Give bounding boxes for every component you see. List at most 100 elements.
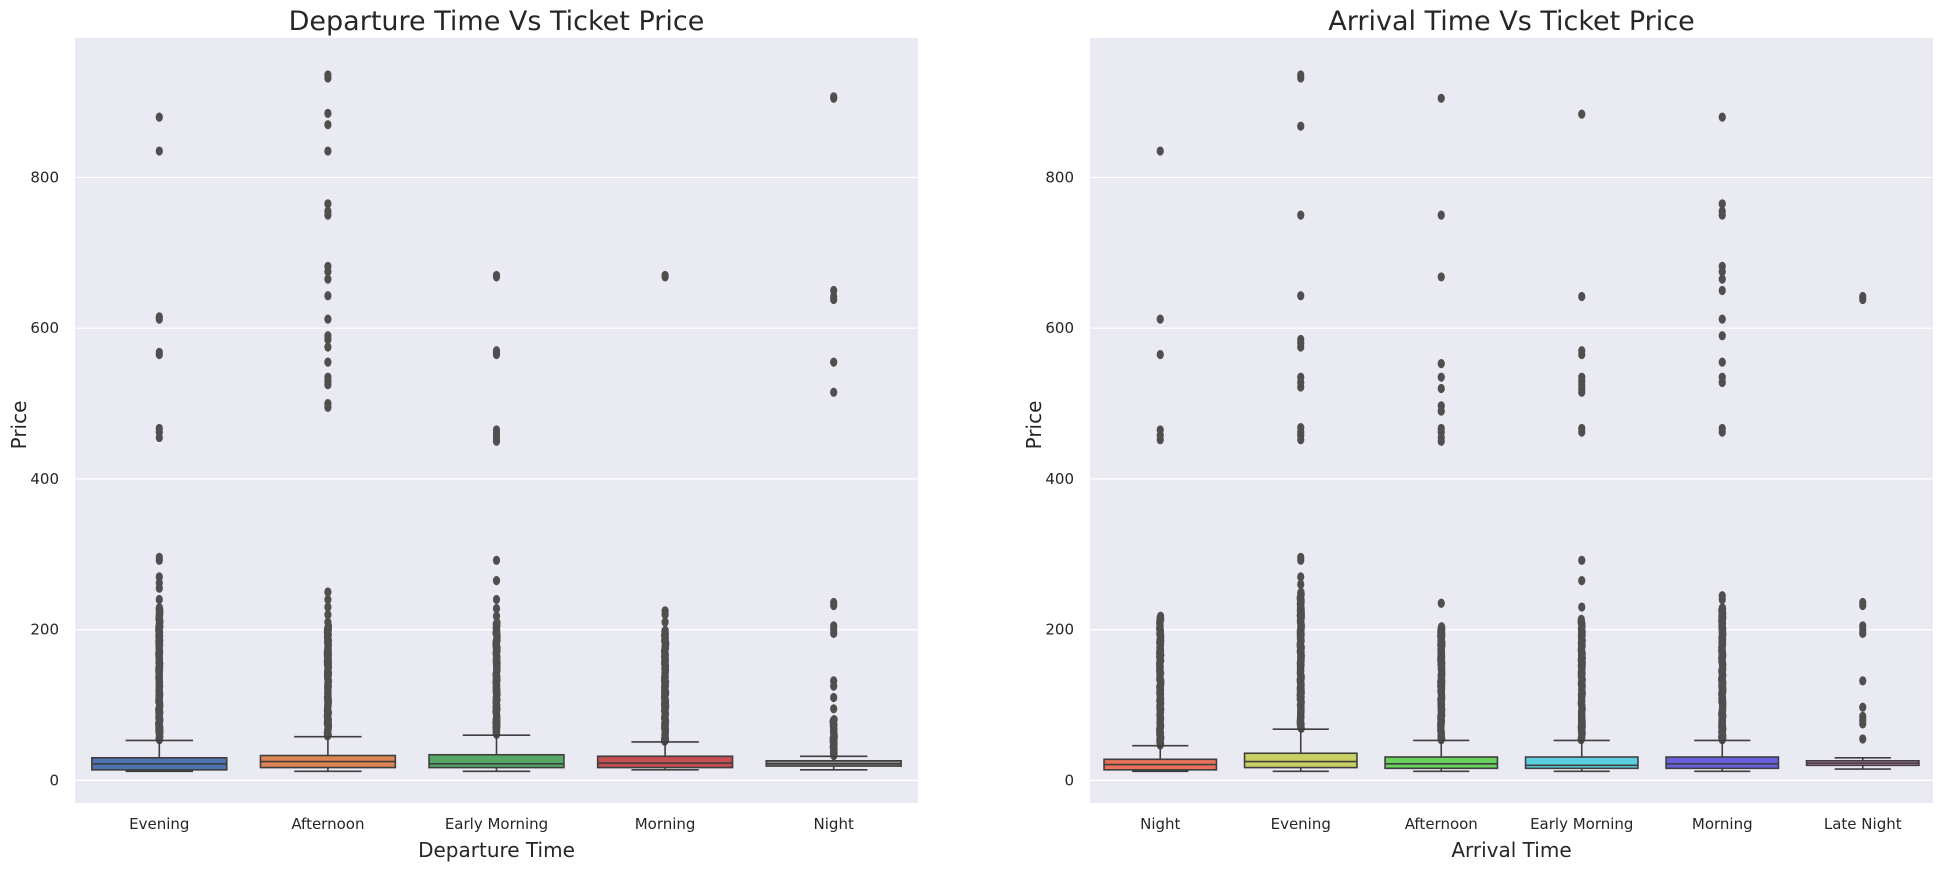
outlier-point <box>492 555 501 565</box>
outlier-point <box>1157 611 1165 621</box>
box-early-morning <box>1524 109 1639 773</box>
y-tick-label: 0 <box>1064 771 1074 789</box>
outlier-point <box>1297 210 1305 220</box>
outlier-point <box>1718 274 1726 284</box>
outlier-point <box>1297 372 1305 382</box>
iqr-box <box>1524 756 1639 770</box>
outlier-point <box>1718 206 1726 216</box>
outlier-point <box>830 285 838 296</box>
outlier-point <box>1859 597 1867 608</box>
outlier-point <box>492 346 501 356</box>
box-night <box>1103 146 1218 773</box>
outlier-point <box>1578 372 1586 382</box>
outliers <box>1577 109 1586 745</box>
outlier-point <box>1718 423 1726 434</box>
departure-chart: 0 200 400 600 800 Evening Afternoon Early Morn… <box>7 6 918 862</box>
outlier-point <box>1718 199 1726 209</box>
outlier-point <box>1577 614 1585 625</box>
outlier-point <box>1718 603 1727 613</box>
outlier-point <box>155 594 163 605</box>
outlier-point <box>830 704 838 714</box>
outlier-point <box>1578 346 1586 356</box>
outlier-point <box>1297 334 1305 345</box>
y-axis-label: Price <box>1022 401 1046 450</box>
outlier-point <box>1156 425 1164 435</box>
outlier-point <box>1578 291 1586 302</box>
outlier-point <box>661 617 669 627</box>
outlier-point <box>492 603 501 614</box>
y-tick-label: 0 <box>49 771 59 789</box>
outlier-point <box>1718 591 1726 601</box>
outlier-point <box>1437 272 1445 282</box>
y-tick-label: 200 <box>30 621 59 639</box>
box-evening <box>91 112 228 773</box>
outlier-point <box>324 617 332 627</box>
arrival-chart: 0 200 400 600 800 Night Evening Afternoon Early… <box>1022 6 1933 862</box>
outlier-point <box>830 692 838 703</box>
outlier-point <box>324 120 332 130</box>
outlier-point <box>492 611 501 621</box>
outlier-point <box>1297 423 1305 433</box>
outlier-point <box>324 199 332 209</box>
outlier-point <box>1718 372 1726 382</box>
outlier-point <box>1437 401 1445 411</box>
outlier-point <box>1578 555 1586 565</box>
box-night <box>765 92 902 771</box>
y-tick-label: 200 <box>1045 621 1074 639</box>
outlier-point <box>492 425 501 435</box>
outlier-point <box>1578 423 1586 434</box>
outlier-point <box>324 108 332 118</box>
outlier-point <box>324 331 332 341</box>
outlier-point <box>1156 314 1164 324</box>
outlier-point <box>1297 572 1305 582</box>
outlier-point <box>830 357 838 367</box>
outliers <box>1296 70 1305 733</box>
x-tick-label: Evening <box>1271 815 1331 833</box>
outlier-point <box>661 606 669 616</box>
outlier-point <box>324 372 332 382</box>
outlier-point <box>492 576 501 586</box>
y-tick-labels: 0 200 400 600 800 <box>30 168 59 789</box>
outlier-point <box>155 603 164 613</box>
outlier-point <box>155 146 163 156</box>
box-afternoon <box>259 70 397 773</box>
x-tick-label: Early Morning <box>445 815 548 833</box>
x-tick-labels: Evening Afternoon Early Morning Morning Nigh… <box>129 815 854 833</box>
iqr-box <box>596 755 734 769</box>
x-axis-label: Departure Time <box>418 838 575 862</box>
outlier-point <box>1297 587 1305 597</box>
outlier-point <box>1156 146 1164 156</box>
box-morning <box>1665 112 1780 773</box>
iqr-box <box>428 753 565 769</box>
outlier-point <box>1718 285 1726 296</box>
outlier-point <box>324 274 332 284</box>
outlier-point <box>1437 622 1446 632</box>
outliers <box>660 270 670 746</box>
outlier-point <box>1718 112 1726 122</box>
chart-title: Departure Time Vs Ticket Price <box>289 6 705 37</box>
outlier-point <box>830 715 838 725</box>
x-tick-label: Afternoon <box>291 815 364 833</box>
outlier-point <box>155 423 163 434</box>
x-tick-label: Late Night <box>1824 815 1902 833</box>
x-tick-label: Evening <box>129 815 189 833</box>
outlier-point <box>830 92 838 102</box>
outlier-point <box>1859 702 1867 712</box>
box-morning <box>596 270 734 771</box>
iqr-box <box>1384 756 1499 770</box>
outlier-point <box>324 291 332 301</box>
box-early-morning <box>428 270 565 773</box>
iqr-box <box>1243 752 1358 769</box>
outlier-point <box>324 70 332 80</box>
iqr-box <box>1665 756 1780 770</box>
outlier-point <box>1578 576 1586 586</box>
y-tick-label: 800 <box>30 168 59 186</box>
outlier-point <box>1718 261 1726 271</box>
outlier-point <box>324 314 332 324</box>
outlier-point <box>1437 423 1445 434</box>
outlier-point <box>1156 349 1164 360</box>
plot-area <box>1090 38 1933 803</box>
outlier-point <box>1718 331 1726 341</box>
outlier-point <box>830 597 838 608</box>
